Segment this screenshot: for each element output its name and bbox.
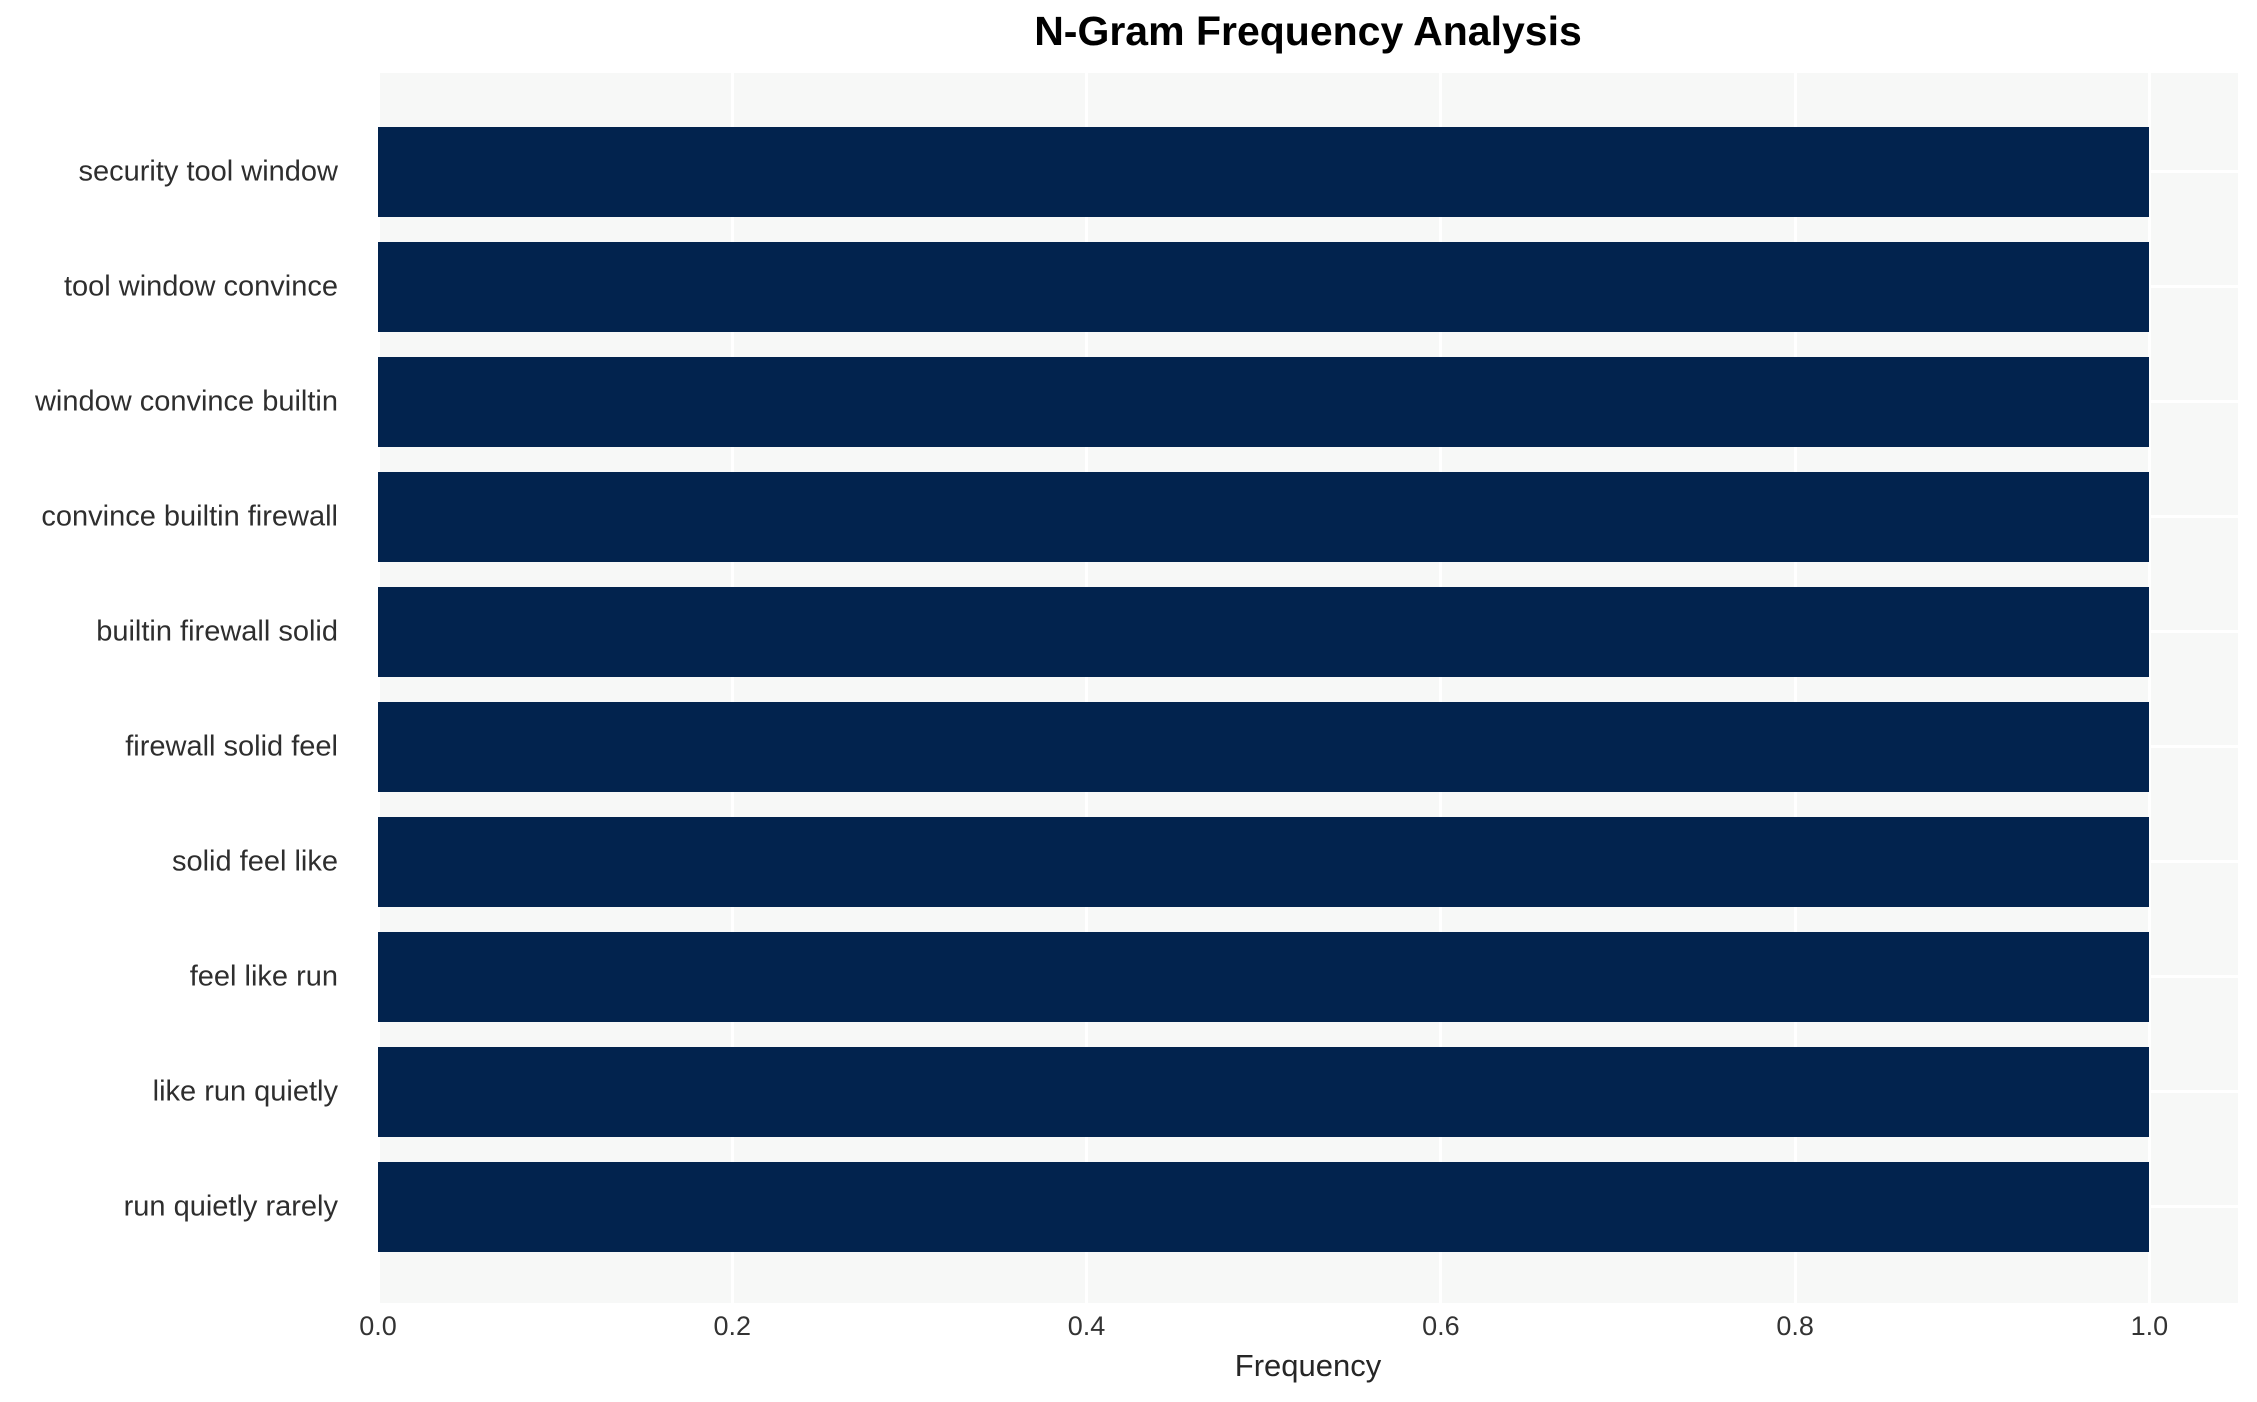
y-axis-labels: security tool window tool window convince… [0,73,358,1303]
x-tick-label: 0.4 [1067,1311,1106,1341]
bar-run-quietly-rarely [378,1161,2150,1252]
x-gridline [376,73,380,1303]
x-tick-label: 0.8 [1776,1311,1814,1341]
x-tick-label: 0.2 [713,1311,752,1341]
bar-firewall-solid-feel [378,701,2150,792]
x-gridline [1793,73,1797,1303]
y-tick-label: solid feel like [171,845,338,878]
x-tick-label: 0.6 [1422,1311,1460,1341]
x-tick-label: 0.0 [359,1311,397,1341]
y-tick-label: builtin firewall solid [96,615,338,648]
y-tick-label: security tool window [78,155,339,188]
y-tick-label: feel like run [189,960,338,993]
x-gridline [1085,73,1089,1303]
bar-like-run-quietly [378,1046,2150,1137]
x-axis-title: Frequency [1234,1348,1382,1383]
bar-feel-like-run [378,931,2150,1022]
bar-window-convince-builtin [378,356,2150,447]
bar-convince-builtin-firewall [378,471,2150,562]
y-tick-label: run quietly rarely [123,1190,338,1223]
chart-title: N-Gram Frequency Analysis [1034,8,1582,54]
y-tick-label: convince builtin firewall [41,500,338,533]
y-tick-label: like run quietly [152,1075,338,1108]
x-gridline [730,73,734,1303]
bar-solid-feel-like [378,816,2150,907]
plot-area [376,73,2238,1303]
x-gridline [1439,73,1443,1303]
bar-builtin-firewall-solid [378,586,2150,677]
x-gridline [2147,73,2151,1303]
x-tick-label: 1.0 [2130,1311,2169,1341]
y-tick-label: window convince builtin [34,385,338,418]
bar-security-tool-window [378,126,2150,217]
y-tick-label: firewall solid feel [125,730,338,763]
y-tick-label: tool window convince [63,270,338,303]
bar-tool-window-convince [378,241,2150,332]
